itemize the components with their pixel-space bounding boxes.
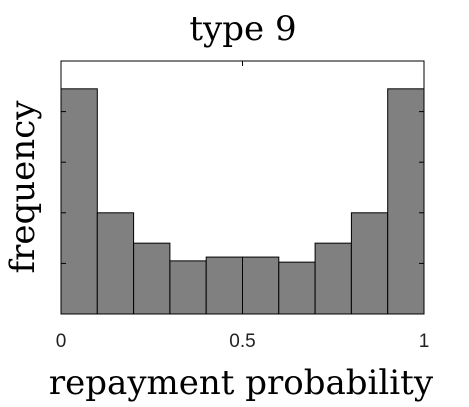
x-tick-labels: 0 0.5 1	[56, 331, 430, 352]
histogram-bar	[60, 88, 98, 315]
ticks-group	[60, 61, 425, 314]
x-tick-label: 0.5	[229, 331, 255, 352]
x-tick-label: 0	[56, 331, 67, 352]
histogram-bar	[387, 88, 425, 315]
bars-group	[60, 88, 425, 315]
histogram-bar	[169, 260, 207, 315]
histogram-bar	[242, 256, 280, 315]
histogram-bar	[96, 212, 135, 315]
histogram-bar	[314, 242, 352, 315]
y-axis-label: frequency	[3, 100, 43, 274]
histogram-bar	[350, 212, 389, 315]
histogram-bar	[133, 242, 171, 315]
x-tick-label: 1	[419, 331, 430, 352]
chart-title: type 9	[189, 9, 296, 49]
x-axis-label: repayment probability	[49, 363, 434, 403]
histogram-bar	[205, 256, 243, 315]
histogram-bar	[278, 261, 316, 315]
